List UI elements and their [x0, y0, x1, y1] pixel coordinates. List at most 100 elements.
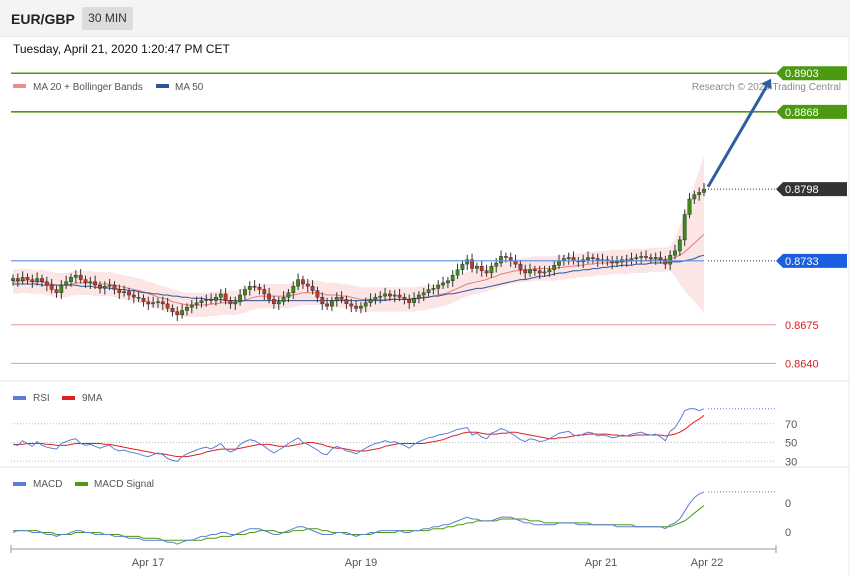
candle-body: [209, 299, 213, 301]
candle: [354, 300, 358, 313]
candle: [73, 270, 78, 284]
candle: [528, 263, 532, 277]
candle: [639, 251, 644, 264]
candle-body: [238, 294, 242, 302]
candle: [450, 270, 455, 287]
legend-swatch-ma50: [156, 84, 169, 88]
timeframe-button[interactable]: 30 MIN: [82, 7, 133, 30]
support-level-label: 0.8675: [785, 320, 819, 332]
candle-body: [242, 289, 247, 296]
candle-body: [325, 303, 329, 307]
candle: [112, 281, 117, 295]
candle: [455, 263, 460, 280]
candle-body: [291, 286, 296, 294]
candle-body: [542, 271, 547, 274]
candle: [199, 296, 204, 308]
candle-body: [426, 289, 431, 293]
candle-body: [131, 294, 136, 298]
candle: [566, 252, 571, 265]
candle-body: [301, 279, 305, 285]
candle: [475, 262, 479, 274]
candle: [673, 244, 677, 260]
candle-body: [170, 308, 175, 312]
candle-body: [677, 239, 682, 252]
candle: [547, 265, 552, 277]
candle-body: [214, 297, 218, 301]
candle: [682, 209, 687, 246]
candle-body: [682, 214, 687, 241]
candle: [223, 287, 228, 305]
candle: [296, 273, 300, 291]
candle-body: [421, 292, 426, 296]
candle: [591, 253, 595, 264]
candle: [204, 294, 209, 307]
level-tag: [776, 66, 847, 81]
candle: [412, 292, 416, 307]
candle-body: [15, 278, 20, 281]
candle: [11, 274, 15, 286]
candle: [233, 296, 238, 310]
candle: [392, 290, 397, 303]
candle: [677, 236, 682, 256]
candle: [644, 250, 648, 262]
candle: [373, 293, 378, 305]
candle-body: [455, 269, 460, 276]
level-label: 0.8868: [785, 107, 819, 119]
forecast-arrow-shaft: [706, 85, 768, 188]
candle: [692, 190, 697, 204]
legend-macd-signal-label: MACD Signal: [94, 479, 154, 490]
candle-body: [417, 294, 421, 299]
candle: [441, 276, 445, 289]
candle-body: [359, 305, 363, 309]
candle-body: [648, 257, 653, 259]
candle-body: [673, 250, 677, 256]
rsi-line: [12, 408, 705, 462]
candle-body: [634, 257, 639, 259]
candle: [247, 281, 252, 296]
rsi-tick-label: 30: [785, 456, 797, 468]
candle-body: [305, 283, 310, 287]
candle: [117, 284, 122, 299]
candle: [397, 288, 402, 302]
candle-body: [276, 301, 281, 305]
candle: [291, 281, 296, 299]
candle-body: [504, 256, 508, 258]
candle-body: [11, 278, 15, 281]
candle-body: [354, 305, 358, 309]
candle-body: [156, 301, 160, 304]
candle: [301, 275, 305, 289]
candle: [30, 274, 35, 288]
price-panel: 0.8903 0.8868 0.8798 0.8733 0.8675 0.8640: [11, 66, 847, 370]
candle-body: [388, 293, 392, 297]
candle-body: [189, 304, 194, 308]
candle: [281, 291, 286, 306]
candle: [702, 183, 706, 197]
candle: [344, 295, 349, 309]
legend-9ma-label: 9MA: [82, 393, 103, 404]
candle: [131, 290, 136, 304]
candle-body: [49, 284, 54, 290]
candle: [93, 275, 98, 289]
candle: [523, 264, 528, 280]
rsi-tick-label: 70: [785, 419, 797, 431]
candle: [44, 276, 49, 292]
candle: [388, 290, 392, 302]
candle-body: [194, 302, 199, 306]
rsi-panel: 70 50 30: [11, 408, 797, 468]
candle-body: [489, 266, 494, 274]
candle-body: [397, 294, 402, 298]
candle: [648, 253, 653, 264]
candle: [634, 253, 639, 264]
candle-body: [383, 293, 387, 297]
candle: [518, 260, 523, 275]
candle-body: [494, 262, 499, 267]
candle-body: [73, 275, 78, 278]
candle: [107, 279, 112, 291]
candle: [78, 269, 83, 284]
candle: [218, 288, 223, 304]
candle-body: [286, 292, 291, 298]
candle-body: [247, 286, 252, 290]
candle-body: [257, 287, 262, 290]
candle-body: [165, 303, 170, 309]
